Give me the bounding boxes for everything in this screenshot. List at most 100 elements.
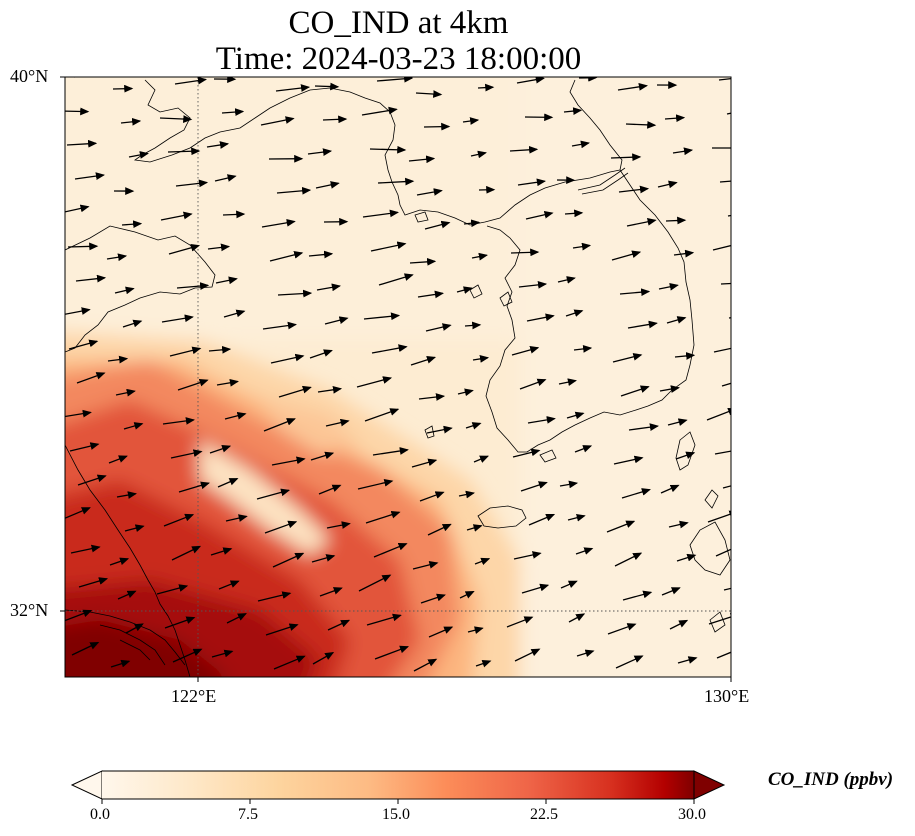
wind-arrow [66, 139, 98, 148]
wind-arrow [727, 214, 731, 217]
wind-arrow [256, 488, 291, 500]
wind-arrow [575, 547, 594, 555]
wind-arrow [408, 155, 436, 164]
wind-arrow [65, 107, 90, 116]
wind-arrow [326, 521, 351, 529]
wind-arrow [566, 411, 585, 420]
wind-arrow [521, 583, 550, 594]
wind-arrow [357, 478, 394, 490]
wind-arrow [172, 648, 203, 663]
wind-arrow [175, 179, 209, 188]
wind-arrow [420, 593, 446, 604]
wind-arrow [676, 553, 697, 562]
wind-arrow [278, 385, 312, 398]
wind-arrow [517, 178, 546, 187]
wind-arrow [217, 478, 239, 488]
wind-arrow [176, 282, 210, 290]
wind-arrow [665, 216, 687, 225]
wind-arrow [714, 450, 731, 455]
colorbar [70, 770, 726, 804]
wind-arrow [128, 151, 149, 159]
wind-arrow [509, 145, 539, 154]
wind-arrow [719, 180, 731, 183]
wind-arrow [415, 90, 443, 98]
colorbar-tick-30: 30.0 [678, 806, 706, 823]
wind-arrow [211, 649, 234, 658]
wind-arrow [377, 177, 415, 186]
wind-arrow [669, 619, 689, 630]
wind-arrow [366, 613, 402, 626]
wind-arrow [221, 108, 245, 116]
wind-arrow [424, 220, 451, 230]
wind-arrow [264, 520, 298, 534]
wind-arrow [614, 552, 643, 567]
wind-arrow [168, 243, 201, 255]
wind-arrow [528, 513, 556, 526]
wind-arrow [68, 339, 99, 350]
wind-arrow [109, 557, 130, 566]
wind-arrow [356, 376, 393, 388]
wind-arrow [473, 455, 489, 463]
wind-arrow [621, 488, 651, 499]
wind-arrow [557, 276, 576, 284]
coastlines [65, 79, 731, 677]
wind-arrow [275, 84, 311, 92]
wind-arrow [74, 77, 104, 78]
wind-arrow [74, 172, 105, 180]
wind-arrow [378, 273, 414, 286]
wind-arrow [459, 591, 475, 599]
wind-arrow [160, 211, 193, 221]
colorbar-tick-7-5: 7.5 [238, 806, 258, 823]
wind-arrow [164, 616, 196, 629]
wind-arrow [122, 319, 143, 328]
colorbar-max-extend [693, 770, 726, 800]
wind-arrow [427, 523, 452, 536]
wind-arrow [519, 378, 547, 390]
wind-arrow [428, 626, 454, 638]
wind-arrow [568, 613, 586, 623]
wind-arrow [417, 290, 444, 299]
wind-arrow [464, 321, 482, 330]
wind-arrow [76, 372, 106, 384]
wind-arrow [257, 591, 292, 602]
wind-arrow [664, 114, 686, 123]
wind-arrow [167, 147, 201, 156]
wind-arrow [322, 115, 348, 124]
wind-arrow [611, 250, 642, 261]
wind-arrow [677, 656, 698, 664]
wind-arrow [312, 652, 335, 665]
wind-arrow [318, 484, 342, 495]
wind-arrow [107, 355, 129, 364]
wind-arrow [462, 117, 480, 125]
wind-arrow [558, 378, 577, 386]
wind-arrow [467, 626, 484, 634]
wind-arrow [77, 474, 107, 486]
wind-arrow [112, 84, 134, 93]
wind-arrow [65, 204, 90, 213]
wind-arrow [617, 82, 648, 91]
wind-arrow [625, 120, 657, 129]
wind-arrow [513, 551, 542, 560]
wind-arrow [516, 77, 545, 84]
wind-arrow [668, 520, 689, 529]
wind-arrow [576, 649, 595, 658]
axis-tick-marks [60, 76, 732, 682]
lat-tick-40n: 40°N [10, 66, 49, 86]
wind-arrow [574, 445, 593, 453]
wind-arrow [123, 422, 144, 430]
wind-arrow [419, 491, 445, 502]
wind-arrow [207, 243, 231, 252]
wind-arrow [225, 514, 248, 522]
wind-arrow [75, 274, 107, 283]
wind-arrow [525, 210, 554, 220]
wind-arrow [626, 218, 657, 227]
wind-arrow [610, 153, 642, 162]
wind-arrow [571, 140, 590, 149]
wind-arrow [121, 220, 143, 229]
wind-arrow [209, 445, 232, 454]
wind-arrow [527, 416, 556, 424]
wind-arrow [423, 122, 451, 131]
gridlines [65, 77, 731, 677]
wind-arrow [506, 616, 534, 628]
wind-arrow [319, 587, 343, 597]
